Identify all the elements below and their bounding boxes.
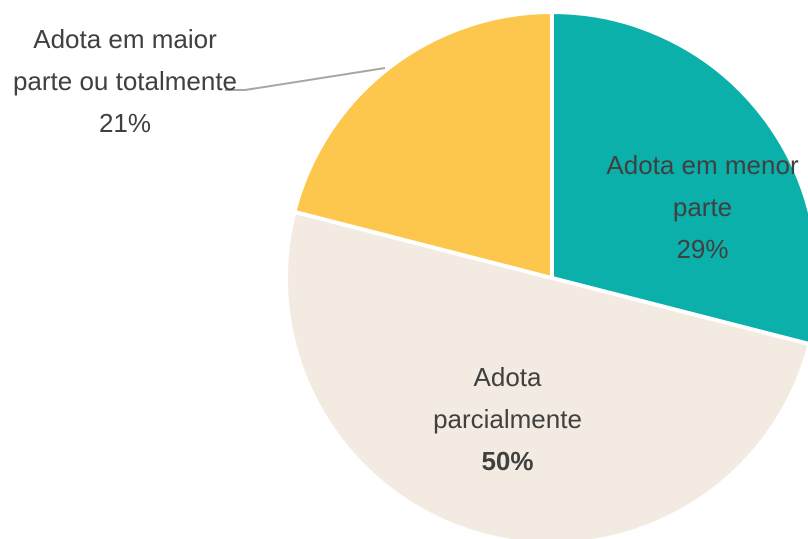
pie-slice xyxy=(550,10,808,346)
slice-label: Adota em menor parte 29% xyxy=(605,144,800,270)
slice-percent: 50% xyxy=(481,446,534,476)
slice-name: Adota parcialmente xyxy=(433,362,582,434)
leader-line xyxy=(225,67,386,91)
slice-label: Adota em maior parte ou totalmente 21% xyxy=(5,18,245,144)
pie-slice xyxy=(284,209,808,539)
slice-percent: 21% xyxy=(98,108,152,138)
pie-slice xyxy=(292,10,554,280)
slice-name: Adota em menor parte xyxy=(606,150,799,222)
slice-name: Adota em maior parte ou totalmente xyxy=(12,24,238,96)
slice-percent: 29% xyxy=(676,234,729,264)
slice-label: Adota parcialmente 50% xyxy=(410,356,605,482)
